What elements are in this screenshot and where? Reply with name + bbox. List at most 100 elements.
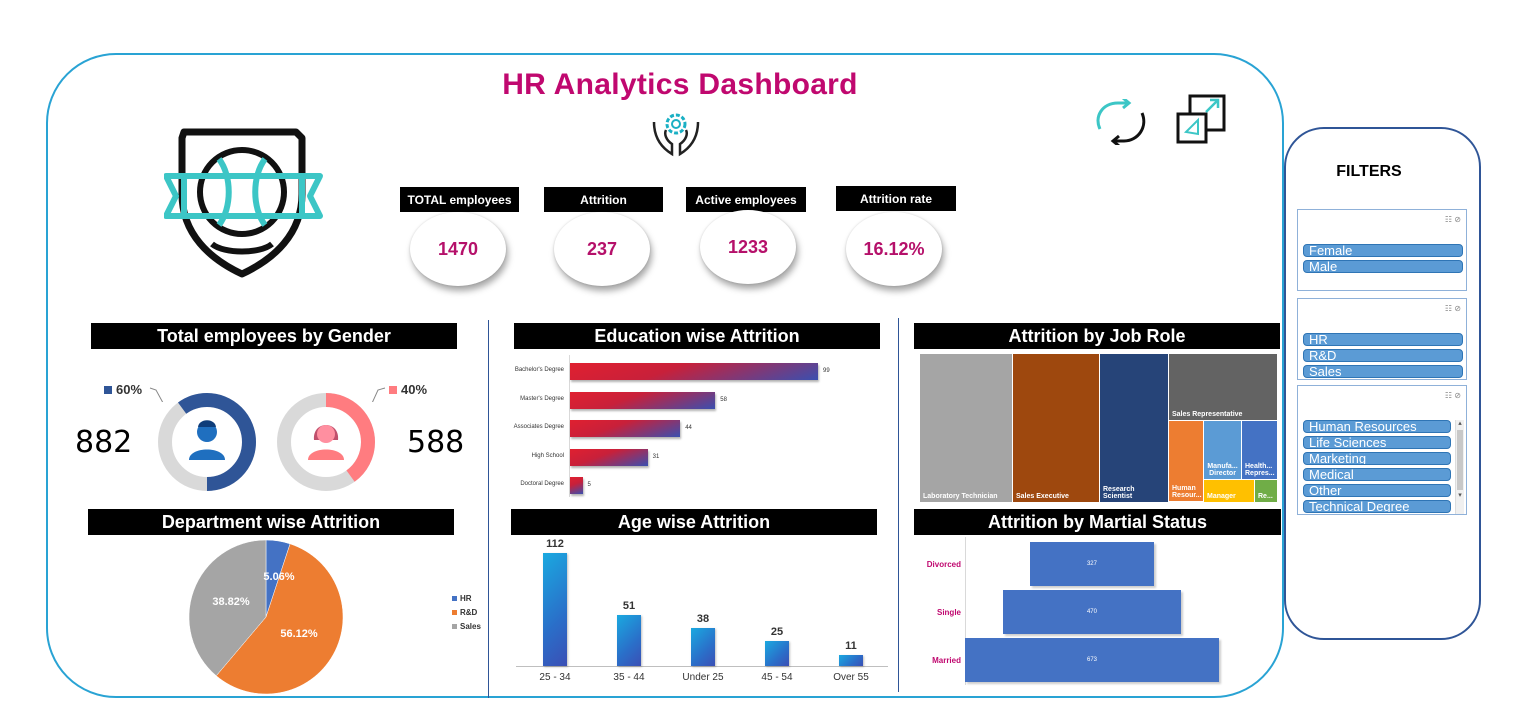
expand-icon[interactable] xyxy=(1176,94,1226,144)
slicer-clear-icon[interactable]: ☷ ⊘ xyxy=(1444,215,1461,224)
age-bar xyxy=(543,553,567,666)
axis-tick-label: Under 25 xyxy=(682,672,724,683)
treemap-cell: Health... Repres... xyxy=(1242,421,1277,479)
treemap-label: Human Resour... xyxy=(1172,485,1202,499)
data-label: 58 xyxy=(720,396,727,403)
treemap-label: Research Scientist xyxy=(1103,486,1135,500)
male-person-icon xyxy=(189,420,225,460)
pie-slice xyxy=(188,539,267,677)
marital-bar: 673 xyxy=(965,638,1219,682)
kpi-rate-value: 16.12% xyxy=(846,212,942,286)
treemap-label: Re... xyxy=(1258,493,1273,500)
slicer-item-technical-degree[interactable]: Technical Degree xyxy=(1303,500,1451,513)
scroll-down-icon[interactable]: ▾ xyxy=(1458,492,1462,499)
slicer-item-rd[interactable]: R&D xyxy=(1303,349,1463,362)
education-bar xyxy=(570,420,681,437)
dashboard-frame xyxy=(46,53,1284,698)
axis-tick-label: Associates Degree xyxy=(513,424,564,430)
axis-tick-label: 35 - 44 xyxy=(613,672,645,683)
slicer-item-hr[interactable]: HR xyxy=(1303,333,1463,346)
scroll-thumb[interactable] xyxy=(1457,430,1463,490)
legend-label: HR xyxy=(460,594,472,603)
divider xyxy=(488,320,489,698)
education-field-slicer[interactable]: ☷ ⊘ Human Resources Life Sciences Market… xyxy=(1297,385,1467,515)
data-label: 31 xyxy=(652,453,660,460)
gender-slicer[interactable]: ☷ ⊘ Female Male xyxy=(1297,209,1467,291)
kpi-active-value: 1233 xyxy=(700,210,796,284)
kpi-attrition-label: Attrition xyxy=(544,187,663,212)
slicer-item-other[interactable]: Other xyxy=(1303,484,1451,497)
scroll-up-icon[interactable]: ▴ xyxy=(1458,420,1462,427)
education-chart: Bachelor's Degree 99 Master's Degree 58 Asso… xyxy=(500,355,880,500)
axis-tick-label: Doctoral Degree xyxy=(520,481,564,487)
legend-item-hr: HR xyxy=(452,594,481,603)
legend-label: R&D xyxy=(460,608,478,617)
treemap-cell: Laboratory Technician xyxy=(920,354,1012,502)
data-label: 51 xyxy=(622,599,636,612)
female-donut-segment xyxy=(277,393,375,491)
data-label: 38.82% xyxy=(212,596,250,608)
slicer-item-human-resources[interactable]: Human Resources xyxy=(1303,420,1451,433)
male-count: 882 xyxy=(75,425,133,460)
male-percent: 60% xyxy=(116,382,143,397)
age-bar xyxy=(617,614,641,666)
marital-bar: 470 xyxy=(1003,590,1181,634)
education-bar xyxy=(570,363,818,380)
treemap-label: Manager xyxy=(1207,493,1236,500)
slicer-clear-icon[interactable]: ☷ ⊘ xyxy=(1444,391,1461,400)
data-label: 44 xyxy=(685,425,692,431)
axis-tick-label: Divorced xyxy=(926,560,961,569)
data-label: 11 xyxy=(845,639,857,652)
data-label: 5 xyxy=(587,482,591,488)
department-slicer[interactable]: ☷ ⊘ HR R&D Sales xyxy=(1297,298,1467,380)
legend-swatch xyxy=(104,385,112,394)
marital-chart-title: Attrition by Martial Status xyxy=(914,509,1281,535)
legend-swatch xyxy=(452,596,457,601)
axis-tick-label: Bachelor's Degree xyxy=(514,367,564,373)
male-donut-segment xyxy=(158,393,256,491)
age-chart-title: Age wise Attrition xyxy=(511,509,877,535)
slicer-item-sales[interactable]: Sales xyxy=(1303,365,1463,378)
slicer-clear-icon[interactable]: ☷ ⊘ xyxy=(1444,304,1461,313)
female-percent: 40% xyxy=(401,382,428,397)
kpi-active-label: Active employees xyxy=(686,187,806,212)
refresh-icon[interactable] xyxy=(1092,96,1150,148)
jobrole-treemap: Laboratory Technician Sales Executive Re… xyxy=(920,354,1277,502)
treemap-label: Sales Representative xyxy=(1172,411,1243,418)
treemap-cell: Sales Executive xyxy=(1013,354,1099,502)
education-bar xyxy=(570,448,648,466)
axis-line xyxy=(516,666,888,667)
gear-hands-icon xyxy=(650,108,702,158)
data-label: 5.06% xyxy=(263,571,294,583)
slicer-item-life-sciences[interactable]: Life Sciences xyxy=(1303,436,1451,449)
treemap-label: Health... Repres... xyxy=(1245,463,1275,477)
treemap-cell: Manager xyxy=(1204,480,1254,502)
department-legend: HR R&D Sales xyxy=(452,594,481,631)
kpi-total-label: TOTAL employees xyxy=(400,187,519,212)
education-bar xyxy=(570,391,716,409)
slicer-scrollbar[interactable]: ▴ ▾ xyxy=(1455,420,1464,514)
axis-tick-label: Over 55 xyxy=(833,672,869,683)
age-bar xyxy=(765,640,789,666)
department-chart-title: Department wise Attrition xyxy=(88,509,454,535)
treemap-cell: Human Resour... xyxy=(1169,421,1203,501)
slicer-item-male[interactable]: Male xyxy=(1303,260,1463,273)
data-label: 56.12% xyxy=(280,628,318,640)
kpi-total-value: 1470 xyxy=(410,212,506,286)
treemap-cell: Re... xyxy=(1255,480,1277,502)
axis-tick-label: Married xyxy=(932,656,961,665)
axis-tick-label: 25 - 34 xyxy=(539,672,571,683)
slicer-item-marketing[interactable]: Marketing xyxy=(1303,452,1451,465)
slicer-item-female[interactable]: Female xyxy=(1303,244,1463,257)
education-bar xyxy=(570,477,583,494)
axis-line xyxy=(965,537,966,685)
filters-title: FILTERS xyxy=(1336,163,1402,180)
age-bar xyxy=(691,627,715,666)
treemap-label: Manufa... Director xyxy=(1207,463,1238,477)
legend-swatch xyxy=(452,610,457,615)
legend-label: Sales xyxy=(460,622,481,631)
axis-tick-label: Master's Degree xyxy=(520,395,564,402)
slicer-item-medical[interactable]: Medical xyxy=(1303,468,1451,481)
department-pie: 5.06% 56.12% 38.82% xyxy=(188,539,344,695)
page-title: HR Analytics Dashboard xyxy=(502,68,858,101)
